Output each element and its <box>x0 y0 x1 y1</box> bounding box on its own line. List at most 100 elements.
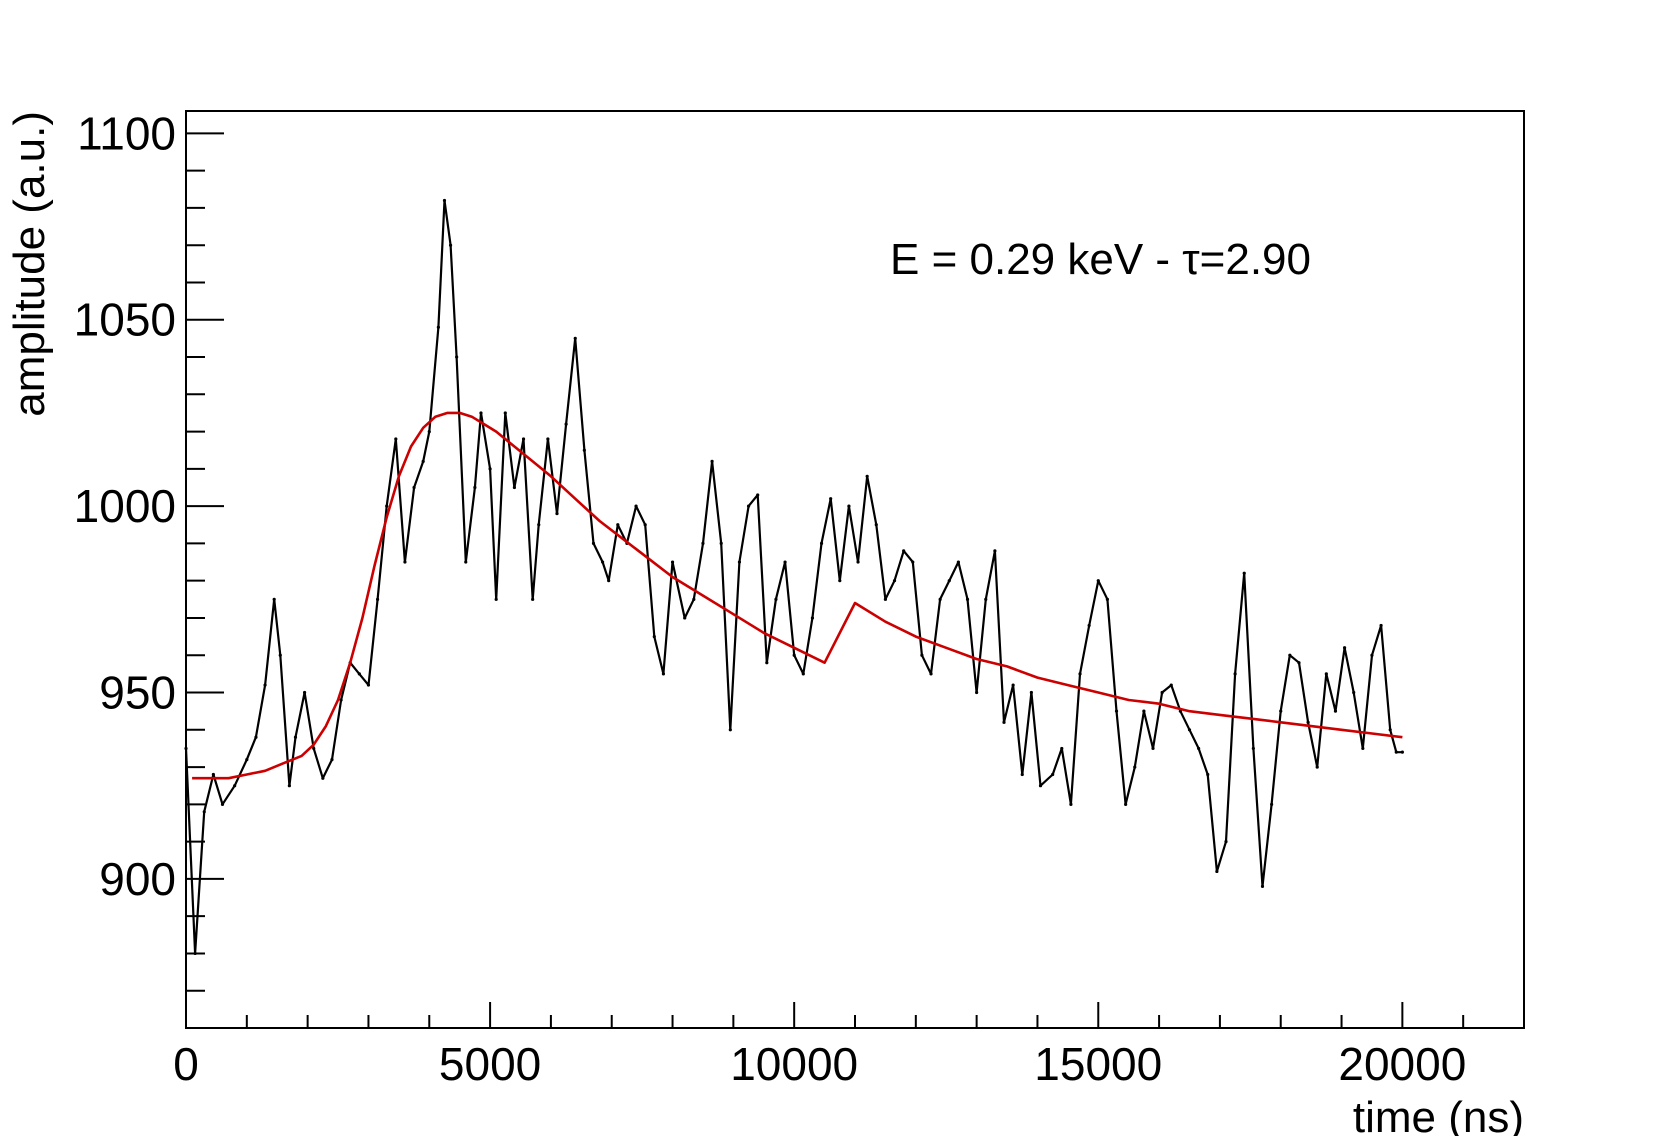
waveform-point <box>312 746 316 751</box>
waveform-point <box>233 784 237 788</box>
waveform-point <box>357 672 361 676</box>
waveform-point <box>920 653 924 657</box>
waveform-point <box>1206 772 1210 777</box>
waveform-point <box>1315 765 1319 769</box>
waveform-point <box>330 758 334 762</box>
waveform-point <box>1379 623 1383 628</box>
waveform-point <box>993 549 997 553</box>
waveform-point <box>1114 709 1119 713</box>
waveform-point <box>582 448 586 452</box>
waveform-point <box>883 597 888 601</box>
waveform-point <box>494 597 498 601</box>
x-axis-title: time (ns) <box>1353 1093 1524 1136</box>
waveform-point <box>479 411 483 415</box>
waveform-point <box>555 511 559 516</box>
waveform-point <box>1242 571 1246 575</box>
waveform-point <box>1069 802 1073 806</box>
waveform-point <box>947 579 951 583</box>
waveform-point <box>1342 646 1347 650</box>
waveform-point <box>1197 746 1201 751</box>
waveform-point <box>1270 802 1274 806</box>
waveform-point <box>652 634 656 639</box>
waveform-point <box>375 597 380 601</box>
waveform-point <box>455 355 459 359</box>
waveform-point <box>634 504 638 508</box>
waveform-point <box>1051 772 1055 777</box>
y-axis-ticks: 900 950 1000 1050 1100 <box>74 107 224 992</box>
waveform-point <box>1105 597 1109 601</box>
y-tick-label: 950 <box>99 667 176 719</box>
waveform-line <box>184 199 1403 955</box>
waveform-point <box>783 560 787 564</box>
waveform-point <box>427 429 431 434</box>
waveform-point <box>892 579 897 583</box>
x-tick-label: 20000 <box>1338 1038 1466 1090</box>
waveform-point <box>1215 869 1219 874</box>
waveform-point <box>1333 709 1338 713</box>
waveform-point <box>573 336 577 340</box>
waveform-point <box>902 549 906 553</box>
waveform-point <box>1306 720 1310 724</box>
waveform-point <box>1038 784 1043 788</box>
waveform-point <box>1288 653 1292 657</box>
waveform-point <box>601 560 605 564</box>
waveform-point <box>1169 683 1173 687</box>
waveform-point <box>1251 746 1255 751</box>
waveform-point <box>838 579 842 583</box>
waveform-point <box>366 683 371 687</box>
waveform-point <box>874 523 878 527</box>
energy-annotation: E = 0.29 keV - τ=2.90 <box>890 235 1311 284</box>
waveform-point <box>321 776 325 780</box>
waveform-point <box>683 616 687 620</box>
plot-frame <box>185 110 1525 1029</box>
waveform-point <box>403 560 407 564</box>
waveform-point <box>531 597 535 601</box>
waveform-point <box>692 597 696 601</box>
waveform-point <box>1388 728 1392 732</box>
waveform-point <box>193 951 197 956</box>
waveform-point <box>1352 690 1356 695</box>
waveform-point <box>1087 623 1091 628</box>
waveform-point <box>1096 579 1100 583</box>
waveform-point <box>537 523 541 527</box>
waveform-point <box>1011 683 1015 687</box>
fit-curve-line <box>192 411 1403 780</box>
waveform-point <box>670 560 675 564</box>
waveform-point <box>1078 672 1082 676</box>
waveform-point <box>938 597 942 601</box>
x-tick-label: 15000 <box>1034 1038 1162 1090</box>
waveform-point <box>436 325 440 329</box>
waveform-point <box>1029 690 1033 695</box>
waveform-point <box>701 541 705 546</box>
waveform-point <box>661 672 666 676</box>
waveform-point <box>1133 765 1137 769</box>
waveform-point <box>643 523 647 527</box>
x-tick-label: 5000 <box>439 1038 541 1090</box>
y-tick-label: 1000 <box>74 480 176 532</box>
waveform-point <box>521 437 526 441</box>
waveform-point <box>829 497 833 501</box>
waveform-point <box>220 802 225 806</box>
waveform-point <box>1279 709 1283 713</box>
waveform-point <box>616 523 620 527</box>
waveform-point <box>293 735 298 739</box>
waveform-point <box>1324 672 1328 676</box>
waveform-point <box>442 198 447 203</box>
waveform-point <box>746 504 751 508</box>
waveform-point <box>503 411 507 415</box>
waveform-point <box>211 772 215 777</box>
y-tick-label: 900 <box>99 853 176 905</box>
waveform-point <box>792 653 796 657</box>
waveform-point <box>719 541 723 546</box>
waveform-point <box>278 653 282 657</box>
waveform-point <box>1394 750 1398 754</box>
waveform-point <box>1160 690 1164 695</box>
waveform-point <box>1224 840 1228 844</box>
waveform-point <box>254 735 258 739</box>
waveform-point <box>1400 750 1404 754</box>
waveform-point <box>488 467 492 471</box>
waveform-point <box>847 504 851 508</box>
waveform-point <box>1370 653 1374 657</box>
waveform-point <box>1124 802 1128 806</box>
waveform-point <box>1060 746 1064 751</box>
